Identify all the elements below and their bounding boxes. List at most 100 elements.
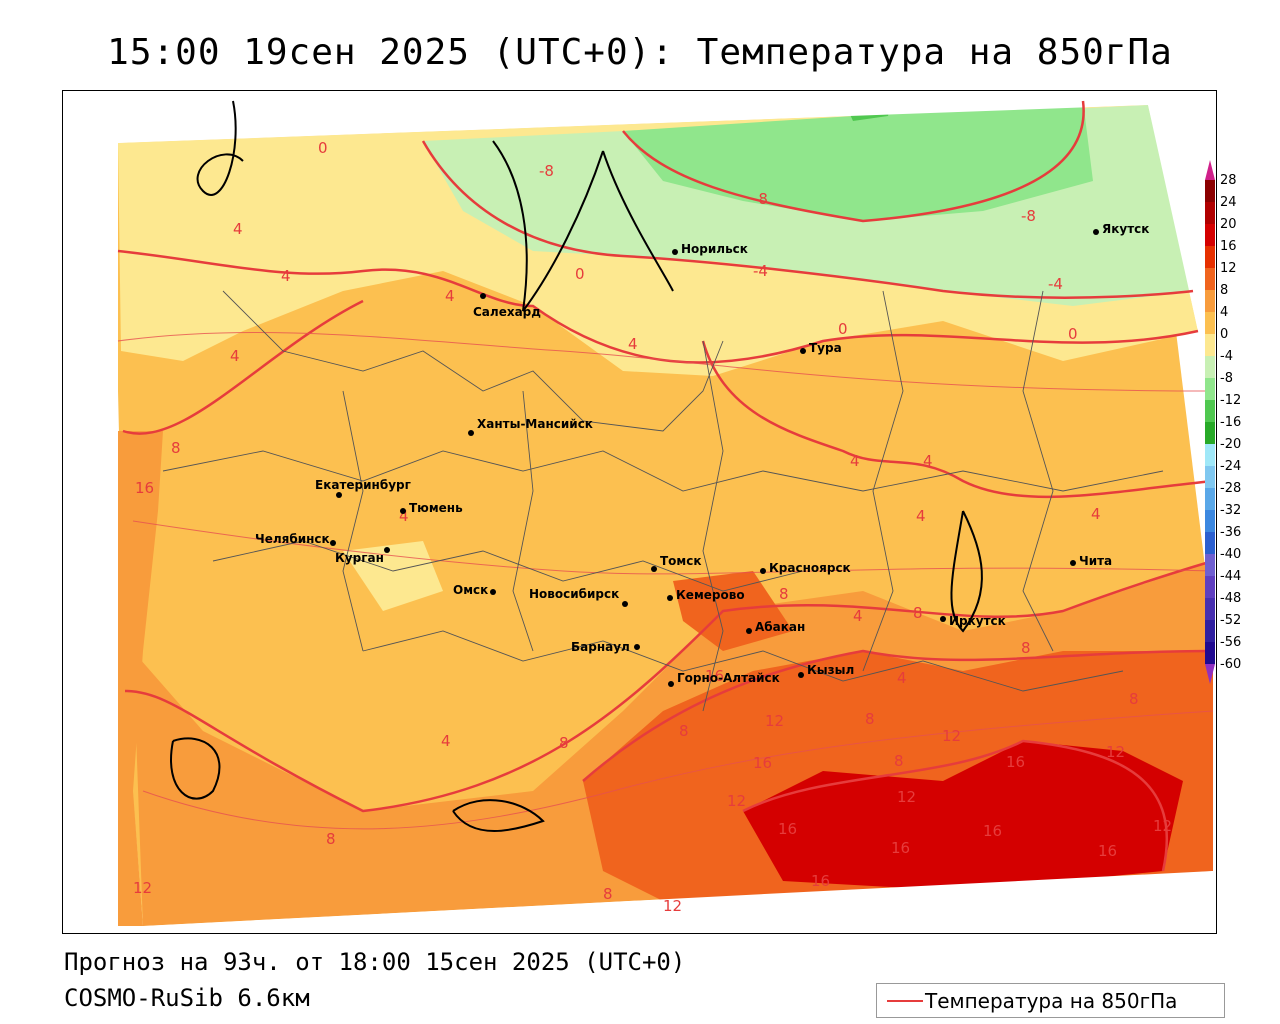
city-label: Кызыл xyxy=(807,663,854,677)
contour-label: 4 xyxy=(897,669,907,687)
colorbar-tick-label: 24 xyxy=(1220,195,1237,210)
colorbar-swatch xyxy=(1205,224,1215,246)
contour-label: 12 xyxy=(942,727,961,745)
city-label: Красноярск xyxy=(769,561,851,575)
contour-label: 8 xyxy=(559,734,569,752)
band-neg8-neg4 xyxy=(623,101,1093,221)
map-title: 15:00 19сен 2025 (UTC+0): Температура на… xyxy=(107,32,1173,73)
contour-label: 12 xyxy=(765,712,784,730)
colorbar-swatch xyxy=(1205,290,1215,312)
contour-label: 16 xyxy=(753,754,772,772)
contour-label: 8 xyxy=(326,830,336,848)
temperature-colorbar: 28 24 20 16 12 8 4 0 -4 -8 -12 -16 -20 -24 -28 -32 -36 -4… xyxy=(1205,160,1241,684)
city-label: Екатеринбург xyxy=(315,478,411,492)
contour-label: 16 xyxy=(1006,753,1025,771)
colorbar-tick-label: -16 xyxy=(1220,415,1241,430)
city-label: Норильск xyxy=(681,242,748,256)
city-label: Тюмень xyxy=(409,501,463,515)
legend-label: Температура на 850гПа xyxy=(925,989,1178,1013)
contour-label: 8 xyxy=(679,722,689,740)
contour-label: 8 xyxy=(779,585,789,603)
contour-label: 4 xyxy=(399,507,409,525)
colorbar-tick-label: -20 xyxy=(1220,437,1241,452)
city-label: Тура xyxy=(809,341,842,355)
city-label: Абакан xyxy=(755,620,805,634)
colorbar-swatch xyxy=(1205,312,1215,334)
colorbar-tick-label: -4 xyxy=(1220,349,1233,364)
city-label: Якутск xyxy=(1102,222,1149,236)
colorbar-tick-label: -12 xyxy=(1220,393,1241,408)
colorbar-swatch xyxy=(1205,356,1215,378)
contour-label: 4 xyxy=(445,287,455,305)
colorbar-tick-label: -8 xyxy=(1220,371,1233,386)
contour-label: 4 xyxy=(628,335,638,353)
contour-label: 16 xyxy=(705,667,724,685)
colorbar-tick-label: 12 xyxy=(1220,261,1237,276)
city-label: Барнаул xyxy=(571,640,630,654)
contour-label: 4 xyxy=(1091,505,1101,523)
colorbar-tick-label: -48 xyxy=(1220,591,1241,606)
contour-label: -4 xyxy=(1048,275,1063,293)
contour-label: 16 xyxy=(983,822,1002,840)
colorbar-tick-label: -56 xyxy=(1220,635,1241,650)
contour-label: 12 xyxy=(727,792,746,810)
contour-label: -8 xyxy=(753,190,768,208)
colorbar-tick-label: -60 xyxy=(1220,657,1241,672)
contour-labels: 0 -8 -8 -8 4 4 4 4 4 0 -4 -4 0 0 4 4 4 4… xyxy=(133,139,1172,915)
colorbar-swatch xyxy=(1205,444,1215,466)
contour-label: 4 xyxy=(916,507,926,525)
colorbar-tick-label: -36 xyxy=(1220,525,1241,540)
contour-label: 12 xyxy=(897,788,916,806)
contour-label: 8 xyxy=(894,752,904,770)
contour-label: 4 xyxy=(923,452,933,470)
temperature-map: 0 -8 -8 -8 4 4 4 4 4 0 -4 -4 0 0 4 4 4 4… xyxy=(62,90,1217,934)
contour-label: 8 xyxy=(1021,639,1031,657)
contour-label: -8 xyxy=(539,162,554,180)
contour-label: 4 xyxy=(441,732,451,750)
colorbar-tick-label: 8 xyxy=(1220,283,1228,298)
colorbar-tick-label: 4 xyxy=(1220,305,1228,320)
colorbar-tick-label: 0 xyxy=(1220,327,1228,342)
map-legend: Температура на 850гПа xyxy=(876,983,1225,1018)
colorbar-tick-label: 28 xyxy=(1220,173,1237,188)
contour-label: 12 xyxy=(663,897,682,915)
contour-label: 0 xyxy=(575,265,585,283)
city-label: Кемерово xyxy=(676,588,745,602)
model-name: COSMO-RuSib 6.6км xyxy=(64,984,310,1012)
colorbar-swatch xyxy=(1205,532,1215,554)
colorbar-top-arrow xyxy=(1205,160,1215,180)
city-label: Челябинск xyxy=(255,532,330,546)
contour-label: 4 xyxy=(281,267,291,285)
colorbar-bottom-arrow xyxy=(1205,664,1215,684)
colorbar-swatch xyxy=(1205,620,1215,642)
contour-label: 0 xyxy=(838,320,848,338)
colorbar-swatch xyxy=(1205,378,1215,400)
colorbar-swatch xyxy=(1205,268,1215,290)
city-label: Новосибирск xyxy=(529,587,619,601)
colorbar-tick-label: -44 xyxy=(1220,569,1241,584)
colorbar-swatch xyxy=(1205,422,1215,444)
contour-label: 8 xyxy=(865,710,875,728)
colorbar-tick-label: 20 xyxy=(1220,217,1237,232)
colorbar-swatch xyxy=(1205,554,1215,576)
contour-label: 16 xyxy=(1098,842,1117,860)
contour-label: 8 xyxy=(171,439,181,457)
contour-label: 4 xyxy=(850,452,860,470)
band-16-20 xyxy=(743,741,1183,891)
city-label: Горно-Алтайск xyxy=(677,671,780,685)
colorbar-swatch xyxy=(1205,400,1215,422)
isotherm-lines xyxy=(117,100,1214,872)
colorbar-tick-label: -40 xyxy=(1220,547,1241,562)
colorbar-tick-label: -24 xyxy=(1220,459,1241,474)
region-borders xyxy=(162,290,1164,712)
city-label: Иркутск xyxy=(949,614,1006,628)
colorbar-swatch xyxy=(1205,642,1215,664)
contour-label: 16 xyxy=(811,872,830,890)
contour-label: 0 xyxy=(318,139,328,157)
contour-label: 4 xyxy=(853,607,863,625)
colorbar-tick-label: -28 xyxy=(1220,481,1241,496)
city-label: Омск xyxy=(453,583,488,597)
contour-label: -8 xyxy=(1021,207,1036,225)
contour-label: -4 xyxy=(753,262,768,280)
colorbar-swatch xyxy=(1205,334,1215,356)
